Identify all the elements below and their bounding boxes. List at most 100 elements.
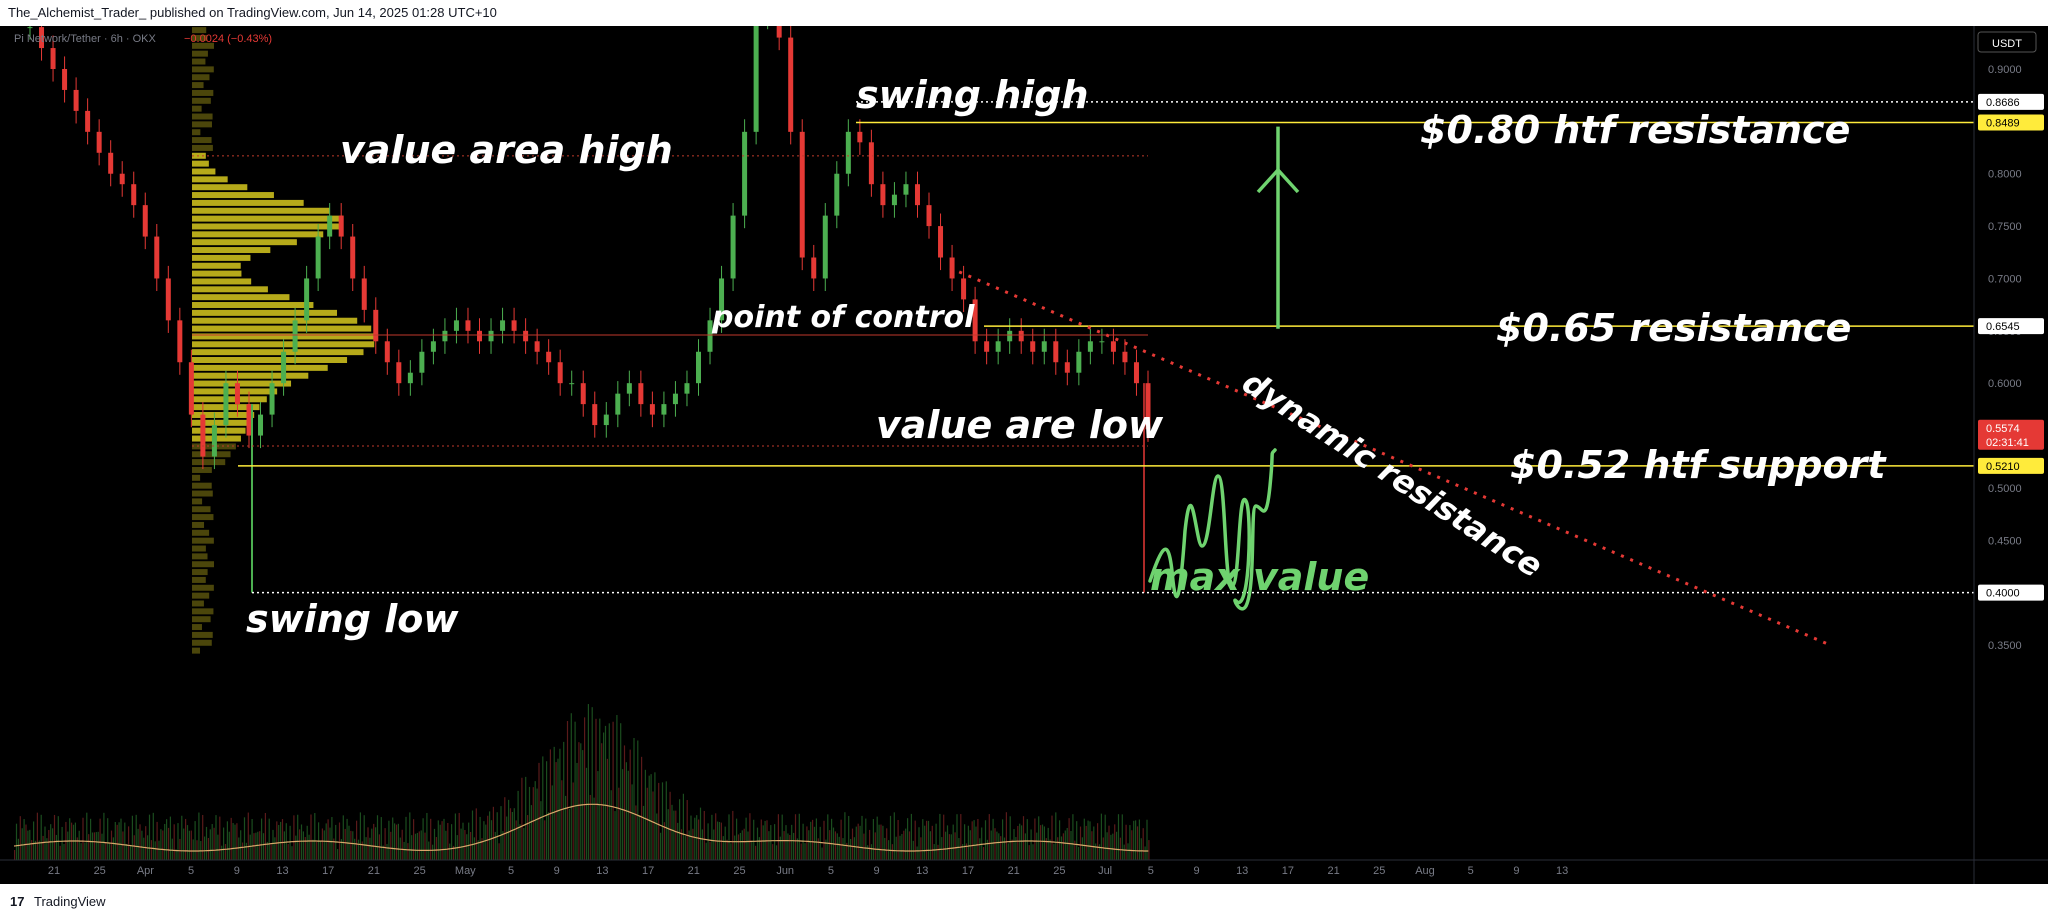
candle-body — [488, 330, 494, 342]
volume-bar — [927, 820, 930, 860]
symbol-line[interactable]: Pi Network/Tether · 6h · OKX — [14, 33, 156, 45]
volume-bar — [1125, 824, 1127, 860]
candle-body — [1018, 330, 1024, 342]
volume-bar — [699, 807, 702, 860]
volume-bar — [939, 813, 941, 860]
volume-bar — [1068, 818, 1070, 860]
volume-bar — [808, 830, 810, 860]
candle-body — [396, 362, 402, 384]
candle-body — [1110, 341, 1116, 352]
volume-bar — [234, 824, 236, 860]
volume-bar — [418, 831, 420, 860]
volume-bar — [926, 820, 928, 860]
volume-bar — [242, 842, 244, 860]
volume-bar — [838, 836, 840, 860]
volume-bar — [449, 843, 451, 860]
volume-bar — [781, 814, 783, 860]
volume-bar — [1102, 837, 1104, 860]
volume-bar — [145, 826, 147, 860]
candle-body — [1053, 341, 1059, 363]
axes: 0.35000.40000.45000.50000.55000.60000.65… — [0, 26, 2048, 884]
volume-bar — [376, 815, 379, 860]
volume-bar — [958, 838, 960, 860]
volume-bar — [34, 840, 37, 860]
volume-bars — [14, 704, 1150, 860]
volume-bar — [116, 824, 118, 860]
volume-bar — [25, 824, 27, 860]
volume-bar — [580, 743, 582, 860]
volume-bar — [570, 713, 572, 860]
x-tick-label: 13 — [916, 865, 928, 877]
profile-bar — [192, 325, 372, 332]
volume-bar — [511, 811, 513, 860]
volume-bar — [445, 830, 447, 860]
volume-bar — [498, 843, 500, 860]
price-label-bg — [1978, 419, 2044, 450]
annotations: swing high value area high point of contro… — [246, 73, 1887, 641]
volume-bar — [766, 820, 768, 860]
volume-bar — [344, 828, 346, 860]
volume-bar — [758, 837, 760, 860]
volume-bar — [433, 828, 436, 860]
volume-bar — [990, 830, 992, 860]
volume-bar — [536, 788, 538, 860]
volume-bar — [207, 837, 209, 860]
profile-bar — [192, 58, 206, 65]
volume-bar — [280, 821, 282, 860]
volume-bar — [63, 844, 65, 860]
volume-bar — [230, 817, 232, 860]
candle-body — [661, 404, 667, 415]
profile-bar — [192, 411, 255, 418]
volume-bar — [424, 832, 426, 860]
currency-badge[interactable] — [1977, 31, 2037, 53]
volume-bar — [726, 839, 728, 860]
volume-bar — [1030, 829, 1032, 860]
volume-bar — [202, 814, 204, 860]
candle-body — [857, 131, 863, 143]
volume-bar — [86, 812, 88, 860]
volume-bar — [156, 821, 158, 860]
volume-bar — [1106, 832, 1108, 860]
candle-body — [719, 278, 725, 321]
profile-bar — [192, 576, 206, 583]
candle-body — [1076, 351, 1082, 373]
volume-bar — [867, 845, 869, 860]
volume-bar — [131, 815, 133, 860]
volume-bar — [289, 825, 291, 860]
volume-bar — [365, 837, 367, 860]
volume-bar — [90, 818, 92, 860]
volume-bar — [1087, 820, 1089, 860]
volume-bar — [568, 808, 570, 860]
volume-bar — [574, 721, 576, 860]
volume-bar — [386, 844, 388, 860]
volume-bar — [221, 845, 223, 860]
volume-bar — [730, 843, 732, 860]
brand-name: TradingView — [34, 894, 106, 909]
volume-bar — [1089, 821, 1091, 860]
volume-bar — [863, 833, 865, 860]
volume-bar — [1119, 837, 1121, 860]
volume-bar — [629, 749, 631, 860]
volume-bar — [821, 847, 823, 860]
volume-bar — [895, 836, 897, 860]
volume-bar — [1028, 845, 1030, 860]
volume-bar — [967, 825, 969, 860]
volume-bar — [1026, 819, 1028, 860]
candle-body — [684, 383, 690, 394]
volume-bar — [859, 825, 861, 860]
volume-bar — [177, 823, 179, 860]
volume-bar — [224, 844, 227, 860]
chart-area[interactable]: swing high value area high point of contro… — [0, 4, 2048, 884]
volume-bar — [884, 837, 886, 860]
volume-bar — [587, 704, 589, 860]
volume-bar — [470, 831, 472, 860]
volume-bar — [183, 828, 185, 860]
volume-bar — [521, 777, 523, 860]
volume-bar — [312, 839, 314, 860]
annotation-label: point of control — [711, 300, 975, 335]
volume-bar — [654, 772, 656, 860]
price-axis[interactable] — [1974, 26, 2048, 884]
volume-bar — [1051, 815, 1053, 860]
candle-body — [626, 383, 632, 394]
volume-bar — [394, 823, 396, 860]
